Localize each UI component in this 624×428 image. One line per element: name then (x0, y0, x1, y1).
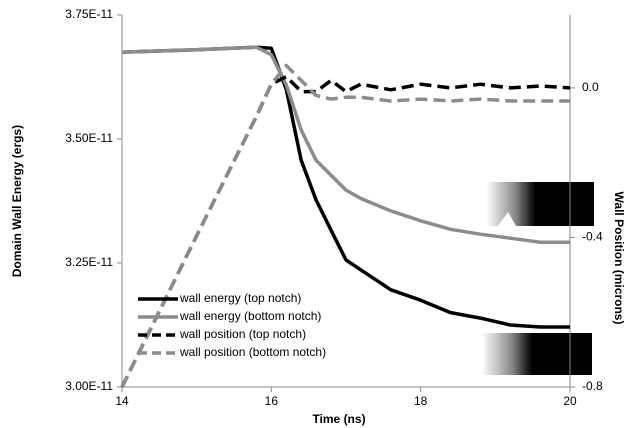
legend-label: wall position (bottom notch) (179, 345, 326, 359)
y2-tick-label: -0.4 (582, 230, 603, 244)
x-tick-label: 18 (414, 394, 428, 408)
x-axis-title: Time (ns) (312, 412, 365, 426)
y2-tick-label: -0.8 (582, 379, 603, 393)
y2-tick-label: 0.0 (582, 80, 599, 94)
legend-label: wall energy (top notch) (179, 291, 301, 305)
series-line (121, 45, 570, 329)
inset-top (398, 182, 594, 226)
legend-label: wall energy (bottom notch) (179, 309, 321, 323)
x-tick-label: 20 (563, 394, 577, 408)
inset-bottom (392, 333, 592, 375)
series-line (121, 45, 570, 244)
series-line (120, 63, 570, 388)
y-tick-label: 3.00E-11 (65, 379, 113, 393)
y-tick-label: 3.75E-11 (65, 7, 113, 21)
y-tick-label: 3.25E-11 (65, 255, 113, 269)
x-tick-label: 14 (115, 394, 129, 408)
legend-label: wall position (top notch) (179, 327, 306, 341)
y-tick-label: 3.50E-11 (65, 131, 113, 145)
y-axis-title: Domain Wall Energy (ergs) (10, 125, 24, 277)
x-tick-label: 16 (265, 394, 279, 408)
y2-axis-title: Wall Position (microns) (612, 192, 624, 325)
